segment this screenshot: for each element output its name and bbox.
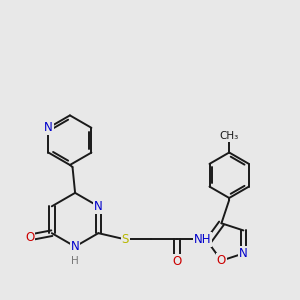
Text: S: S (122, 233, 129, 246)
Text: H: H (71, 256, 79, 266)
Text: NH: NH (194, 233, 211, 246)
Text: O: O (26, 231, 35, 244)
Text: N: N (94, 200, 103, 213)
Text: CH₃: CH₃ (220, 131, 239, 141)
Text: O: O (217, 254, 226, 267)
Text: N: N (44, 121, 53, 134)
Text: O: O (172, 255, 182, 268)
Text: N: N (239, 247, 248, 260)
Text: N: N (71, 240, 80, 253)
